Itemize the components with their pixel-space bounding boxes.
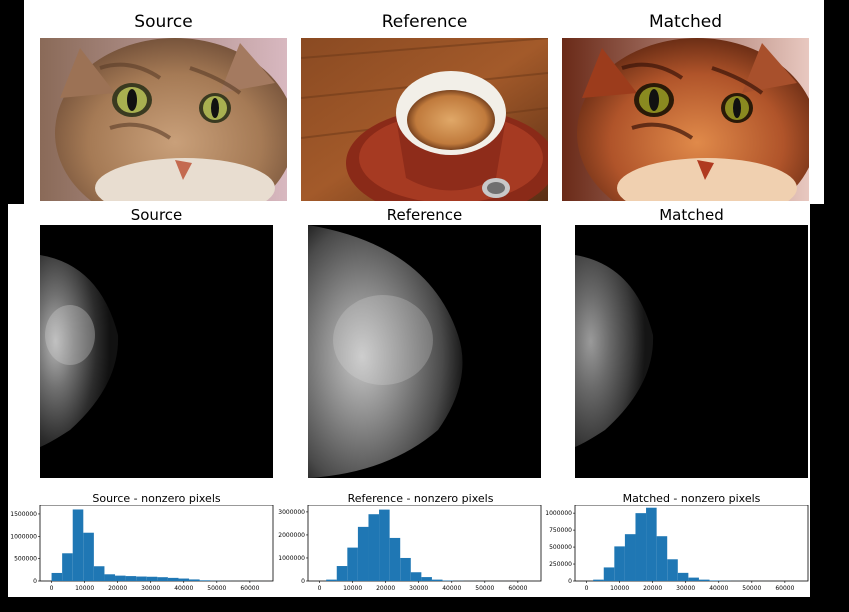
middle-source-title: Source xyxy=(130,206,183,224)
histogram-bar xyxy=(688,577,699,581)
x-tick-label: 30000 xyxy=(141,585,160,592)
middle-reference-title: Reference xyxy=(386,206,463,224)
y-tick-label: 1000000 xyxy=(10,533,37,540)
x-tick-label: 0 xyxy=(50,585,54,592)
x-tick-label: 30000 xyxy=(409,585,428,592)
x-tick-label: 20000 xyxy=(643,585,662,592)
cat-matched-image xyxy=(562,38,809,201)
histogram-bar xyxy=(614,546,625,581)
x-tick-label: 30000 xyxy=(676,585,695,592)
x-tick-label: 10000 xyxy=(75,585,94,592)
y-tick-label: 2000000 xyxy=(278,532,305,539)
x-tick-label: 50000 xyxy=(207,585,226,592)
top-matched-title: Matched xyxy=(648,12,723,32)
histogram-bar xyxy=(93,566,105,581)
histogram-bar xyxy=(83,532,94,581)
x-tick-label: 0 xyxy=(585,585,589,592)
x-tick-label: 10000 xyxy=(343,585,362,592)
y-tick-label: 250000 xyxy=(549,561,572,568)
y-tick-label: 3000000 xyxy=(278,509,305,516)
mammogram-matched-image xyxy=(575,225,808,478)
histogram-bar xyxy=(368,514,380,581)
histogram-bar xyxy=(389,537,401,581)
x-tick-label: 60000 xyxy=(508,585,527,592)
hist-matched-title: Matched - nonzero pixels xyxy=(622,492,761,505)
x-tick-label: 20000 xyxy=(108,585,127,592)
y-tick-label: 1000000 xyxy=(278,555,305,562)
top-source-title: Source xyxy=(134,12,193,32)
histogram-bar xyxy=(326,579,337,581)
histogram-bar xyxy=(347,547,358,581)
x-tick-label: 40000 xyxy=(442,585,461,592)
histogram-bar xyxy=(400,557,411,581)
histogram-bar xyxy=(709,580,721,581)
histogram-bar xyxy=(698,579,710,581)
y-tick-label: 0 xyxy=(301,578,305,585)
x-tick-label: 60000 xyxy=(775,585,794,592)
histogram-bar xyxy=(379,509,390,581)
y-tick-label: 500000 xyxy=(14,556,37,563)
histogram-bar xyxy=(656,536,668,581)
histogram-bar xyxy=(421,577,432,581)
histogram-bar xyxy=(357,526,369,581)
histogram-bar xyxy=(603,567,615,581)
mammogram-reference-image xyxy=(308,225,541,478)
matched-histogram-chart: 1000000 750000 500000 250000 0 0 10000 20000 300… xyxy=(545,505,809,592)
coffee-reference-image xyxy=(301,38,548,201)
x-tick-label: 20000 xyxy=(376,585,395,592)
histogram-bar xyxy=(115,575,126,581)
top-reference-title: Reference xyxy=(381,12,468,32)
y-tick-label: 750000 xyxy=(549,527,572,534)
histogram-bar xyxy=(635,513,647,581)
middle-matched-title: Matched xyxy=(659,206,724,224)
y-tick-label: 0 xyxy=(568,578,572,585)
x-tick-label: 40000 xyxy=(709,585,728,592)
mammogram-source-image xyxy=(40,225,273,478)
y-tick-label: 500000 xyxy=(549,544,572,551)
x-tick-label: 0 xyxy=(318,585,322,592)
cat-source-image xyxy=(40,38,287,201)
histogram-bar xyxy=(410,572,422,581)
x-tick-label: 50000 xyxy=(742,585,761,592)
x-tick-label: 60000 xyxy=(240,585,259,592)
y-tick-label: 1500000 xyxy=(10,511,37,518)
histogram-bar xyxy=(646,507,657,581)
histogram-bar xyxy=(104,574,116,581)
hist-source-title: Source - nonzero pixels xyxy=(92,492,221,505)
histogram-bar xyxy=(189,579,200,581)
x-tick-label: 10000 xyxy=(610,585,629,592)
histogram-bar xyxy=(199,580,211,581)
y-tick-label: 1000000 xyxy=(545,510,572,517)
histogram-bar xyxy=(178,578,190,581)
histogram-bar xyxy=(431,579,443,581)
x-tick-label: 40000 xyxy=(174,585,193,592)
x-tick-label: 50000 xyxy=(475,585,494,592)
histogram-bar xyxy=(624,534,636,581)
y-tick-label: 0 xyxy=(33,578,37,585)
histogram-bar xyxy=(62,553,73,581)
histogram-bar xyxy=(593,579,604,581)
histogram-bar xyxy=(667,559,678,581)
histogram-bar xyxy=(136,576,147,581)
reference-histogram-chart: 3000000 2000000 1000000 0 0 10000 20000 30000 40… xyxy=(278,505,542,592)
source-histogram-chart: 1500000 1000000 500000 0 0 10000 20000 30000 400… xyxy=(10,505,274,592)
histogram-bar xyxy=(677,572,689,581)
histogram-bar xyxy=(167,577,179,581)
histogram-bar xyxy=(72,509,84,581)
histogram-bar xyxy=(336,566,348,581)
histogram-bar xyxy=(51,572,63,581)
histogram-bar xyxy=(125,576,137,581)
histogram-bar xyxy=(146,576,158,581)
histogram-bar xyxy=(157,577,168,581)
hist-reference-title: Reference - nonzero pixels xyxy=(347,492,494,505)
